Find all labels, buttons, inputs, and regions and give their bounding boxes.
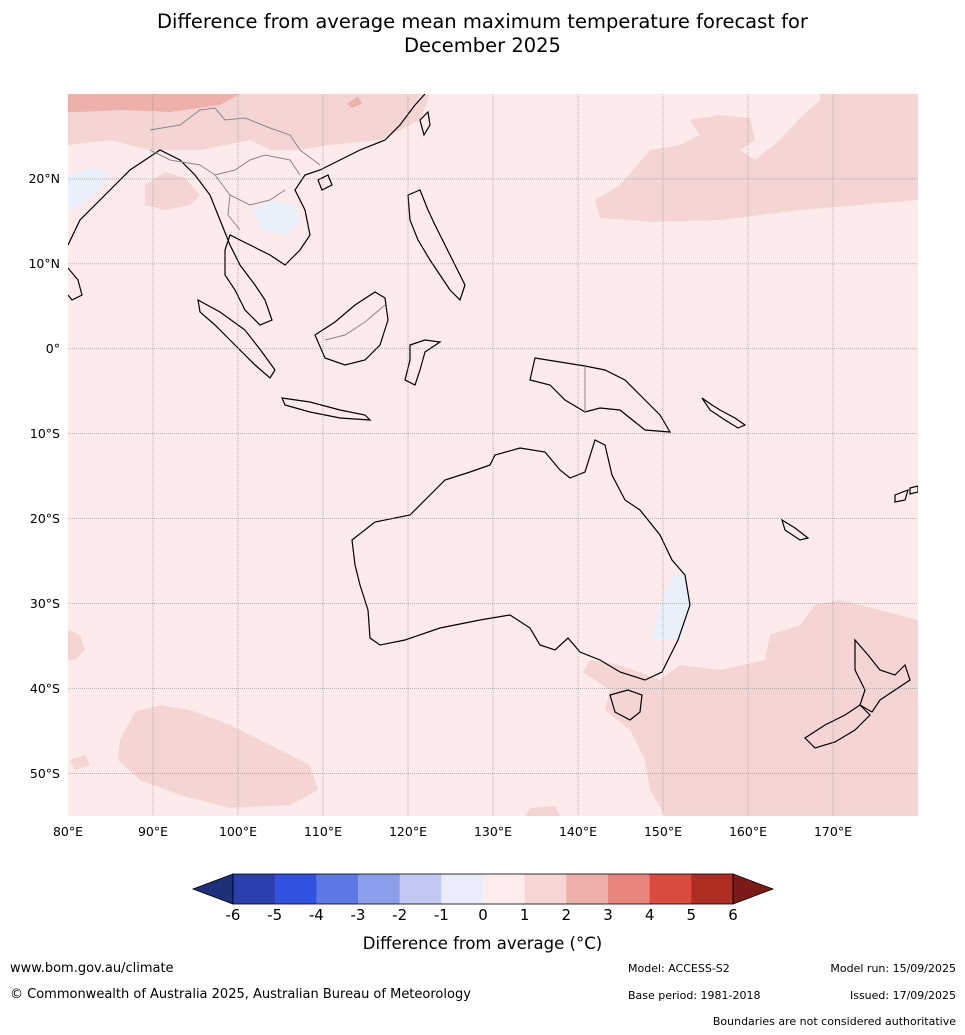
boundary-china-south bbox=[149, 107, 321, 166]
colorbar-tick-label: 3 bbox=[603, 906, 613, 924]
longitude-label: 100°E bbox=[218, 824, 257, 839]
coastline-new-zealand-south bbox=[804, 704, 871, 749]
colorbar-swatch bbox=[691, 874, 734, 904]
colorbar-swatches bbox=[233, 874, 734, 904]
latitude-label: 10°N bbox=[28, 255, 60, 271]
colorbar-tick-label: -4 bbox=[308, 906, 324, 924]
colorbar-tick-label: -3 bbox=[350, 906, 366, 924]
cool-patch-bay-of-bengal bbox=[68, 168, 112, 210]
coastline-tasmania bbox=[609, 689, 643, 721]
coastline-borneo bbox=[314, 291, 389, 366]
cool-patch-east-australia bbox=[652, 575, 690, 640]
colorbar-label: Difference from average (°C) bbox=[362, 934, 603, 953]
latitude-label: 50°S bbox=[29, 765, 60, 781]
colorbar-swatch bbox=[608, 874, 651, 904]
website-link[interactable]: www.bom.gov.au/climate bbox=[10, 961, 174, 976]
boundary-indochina bbox=[149, 149, 301, 231]
latitude-label: 20°S bbox=[29, 510, 60, 526]
coastline-philippines bbox=[407, 189, 466, 302]
colorbar-swatch bbox=[441, 874, 484, 904]
colorbar-swatch bbox=[399, 874, 442, 904]
issued-date: Issued: 17/09/2025 bbox=[849, 989, 956, 1002]
boundaries-disclaimer: Boundaries are not considered authoritat… bbox=[712, 1015, 956, 1028]
colorbar-low-extend bbox=[191, 873, 234, 905]
colorbar-swatch bbox=[483, 874, 526, 904]
colorbar-swatch bbox=[566, 874, 609, 904]
coastlines bbox=[68, 94, 918, 749]
longitude-label: 170°E bbox=[813, 824, 852, 839]
coastline-solomon-islands bbox=[701, 397, 747, 429]
longitude-label: 120°E bbox=[388, 824, 427, 839]
warm-patch-south-pacific bbox=[583, 600, 918, 816]
longitude-label: 130°E bbox=[473, 824, 512, 839]
colorbar-tick-label: -5 bbox=[267, 906, 283, 924]
boundary-borneo bbox=[324, 304, 386, 341]
warm-patch-southern-ocean bbox=[525, 806, 560, 816]
warm-patch-pacific-north bbox=[595, 94, 918, 222]
latitude-label: 20°N bbox=[28, 170, 60, 186]
model-run-date: Model run: 15/09/2025 bbox=[830, 962, 956, 975]
latitude-label: 0° bbox=[45, 340, 60, 356]
longitude-label: 140°E bbox=[558, 824, 597, 839]
colorbar-tick-label: 1 bbox=[519, 906, 530, 924]
coastline-india-tip bbox=[68, 267, 83, 301]
colorbar-swatch bbox=[358, 874, 401, 904]
map-title-line2: December 2025 bbox=[404, 34, 561, 57]
coastline-new-guinea bbox=[529, 357, 672, 433]
colorbar-high-extend bbox=[732, 873, 775, 905]
longitude-label: 80°E bbox=[52, 824, 84, 839]
base-period: Base period: 1981-2018 bbox=[628, 989, 761, 1002]
coastline-fiji bbox=[894, 485, 918, 503]
longitude-label: 90°E bbox=[137, 824, 169, 839]
colorbar-frame bbox=[232, 873, 734, 905]
colorbar-swatch bbox=[316, 874, 359, 904]
warm-patch-indochina bbox=[145, 172, 200, 210]
coastline-new-caledonia bbox=[780, 518, 810, 541]
colorbar-tick-label: 5 bbox=[686, 906, 697, 924]
latitude-label: 10°S bbox=[29, 425, 60, 441]
coastline-java bbox=[281, 397, 372, 421]
map-title: Difference from average mean maximum tem… bbox=[0, 10, 965, 58]
coastline-new-zealand-north bbox=[854, 638, 911, 713]
map-title-line1: Difference from average mean maximum tem… bbox=[157, 10, 808, 33]
longitude-label: 160°E bbox=[728, 824, 767, 839]
longitude-label: 110°E bbox=[303, 824, 342, 839]
colorbar-swatch bbox=[274, 874, 317, 904]
cool-patch-gulf-of-thailand bbox=[252, 200, 300, 235]
colorbar-tick-label: 2 bbox=[561, 906, 572, 924]
warm-patch-west-edge bbox=[68, 630, 85, 660]
anomaly-fields bbox=[68, 94, 918, 816]
warm-patch-small-south bbox=[70, 755, 90, 770]
warmer-patch-north-china bbox=[68, 94, 240, 112]
country-boundaries bbox=[149, 107, 586, 412]
colorbar-tick-label: -2 bbox=[392, 906, 408, 924]
colorbar-tick-label: 4 bbox=[644, 906, 655, 924]
colorbar-tick-label: 6 bbox=[728, 906, 738, 924]
longitude-label: 150°E bbox=[643, 824, 682, 839]
colorbar-swatch bbox=[649, 874, 692, 904]
warmer-patch-china-coast bbox=[347, 96, 362, 108]
latitude-label: 30°S bbox=[29, 595, 60, 611]
warm-patch-southern-indian bbox=[118, 705, 318, 808]
coastline-hainan bbox=[317, 174, 333, 191]
coastline-sulawesi bbox=[404, 339, 442, 386]
model-name: Model: ACCESS-S2 bbox=[628, 962, 730, 975]
colorbar-swatch bbox=[524, 874, 567, 904]
latitude-label: 40°S bbox=[29, 680, 60, 696]
colorbar-tick-label: -6 bbox=[225, 906, 241, 924]
colorbar-swatch bbox=[233, 874, 276, 904]
coastline-sumatra bbox=[197, 298, 276, 379]
coastline-taiwan bbox=[419, 110, 431, 137]
colorbar-tick-label: 0 bbox=[478, 906, 488, 924]
coastline-mainland-asia bbox=[68, 94, 426, 326]
copyright-text: © Commonwealth of Australia 2025, Austra… bbox=[10, 987, 471, 1002]
colorbar-tick-label: -1 bbox=[433, 906, 449, 924]
coastline-australia bbox=[351, 439, 691, 681]
colorbar bbox=[191, 873, 775, 905]
gridlines bbox=[68, 94, 918, 816]
